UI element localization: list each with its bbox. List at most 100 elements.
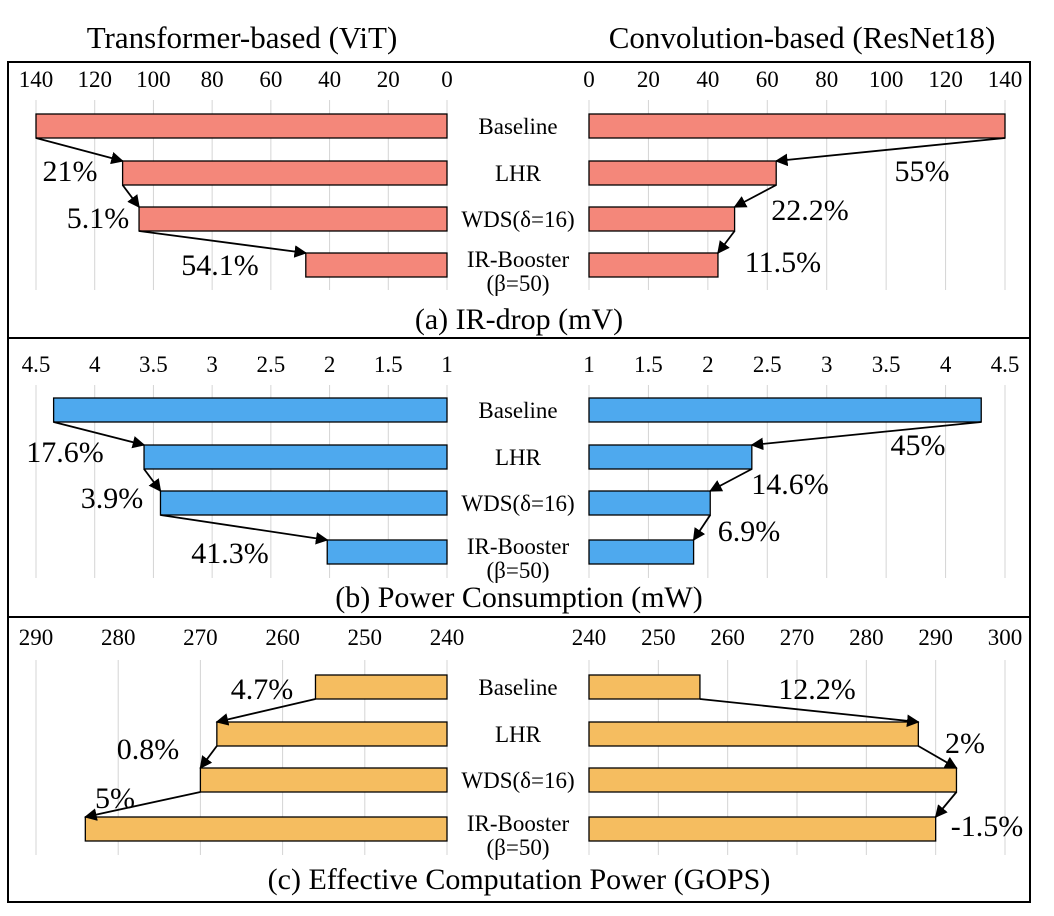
change-label: 17.6% xyxy=(26,436,104,469)
tick-label: 240 xyxy=(572,625,607,650)
right-title: Convolution-based (ResNet18) xyxy=(609,20,996,55)
panel-b-right-chart: 1 1.5 2 2.5 3 3.5 4 4.5 45% 14.6% 6.9% xyxy=(583,352,1019,578)
tick-label: 4.5 xyxy=(22,352,51,377)
bar-3 xyxy=(159,490,448,516)
change-arrow xyxy=(709,468,753,492)
category-label: LHR xyxy=(495,445,542,470)
change-arrow xyxy=(138,230,308,258)
tick-label: 20 xyxy=(377,67,400,92)
change-label: 2% xyxy=(945,727,985,760)
tick-label: 20 xyxy=(637,67,660,92)
change-label: 22.2% xyxy=(771,194,849,227)
tick-label: 260 xyxy=(710,625,745,650)
bar-4 xyxy=(326,539,448,565)
tick-label: 2 xyxy=(324,352,336,377)
category-label: IR-Booster (β=50) xyxy=(467,247,570,296)
bar-4 xyxy=(305,252,448,278)
change-arrow xyxy=(199,745,218,770)
change-label: 21% xyxy=(43,155,98,188)
change-label: 45% xyxy=(891,429,946,462)
tick-label: 1 xyxy=(441,352,453,377)
panel-a: 140 120 100 80 60 40 20 021%5.1%54.1%0 20 40 60 80 1… xyxy=(7,61,1031,339)
tick-label: 4 xyxy=(89,352,101,377)
tick-label: 100 xyxy=(869,67,904,92)
panel-c: 290 280 270 260 250 240 4.7% 0.8% 5% 240 250 260 270… xyxy=(7,616,1031,903)
bar-4 xyxy=(84,816,448,842)
tick-label: 290 xyxy=(19,625,54,650)
panel-b: 4.5 4 3.5 3 2.5 2 1.5 1 17.6% 3.9% 41.3% 1 1.5 2 2.5 3 3… xyxy=(7,337,1031,618)
panel-c-right-chart: 240 250 260 270 280 290 300 12.2% 2% -1.5% xyxy=(572,625,1023,855)
tick-label: 290 xyxy=(918,625,953,650)
tick-label: 140 xyxy=(988,67,1023,92)
bar-1 xyxy=(588,113,1006,139)
change-arrow xyxy=(35,137,124,165)
left-title: Transformer-based (ViT) xyxy=(87,20,398,55)
tick-label: 280 xyxy=(101,625,136,650)
tick-label: 300 xyxy=(988,625,1023,650)
panel-b-left-chart: 4.5 4 3.5 3 2.5 2 1.5 1 17.6% 3.9% 41.3% xyxy=(22,352,453,578)
panel-a-right-chart: 0 20 40 60 80 100 120 140 55% 22.2% 11.5% xyxy=(583,67,1022,290)
tick-label: 60 xyxy=(756,67,779,92)
change-label: 3.9% xyxy=(81,482,144,515)
change-arrow xyxy=(215,698,316,726)
bar-1 xyxy=(35,113,448,139)
panel-caption: (a) IR-drop (mV) xyxy=(415,303,623,336)
panel-a-left-chart: 140 120 100 80 60 40 20 0 21% 5.1% 54.1% xyxy=(19,67,453,290)
change-label: 55% xyxy=(895,155,950,188)
bar-2 xyxy=(143,444,448,470)
tick-label: 1.5 xyxy=(374,352,403,377)
tick-label: 2.5 xyxy=(256,352,285,377)
bar-4 xyxy=(588,252,719,278)
bar-3 xyxy=(588,767,958,793)
tick-label: 120 xyxy=(77,67,112,92)
bar-2 xyxy=(588,444,753,470)
tick-label: 40 xyxy=(696,67,719,92)
change-label: 6.9% xyxy=(718,515,781,548)
change-label: 11.5% xyxy=(745,246,821,279)
tick-label: 4 xyxy=(940,352,952,377)
bar-2 xyxy=(216,721,448,747)
change-arrow xyxy=(699,698,920,728)
change-label: 12.2% xyxy=(778,673,856,706)
category-label: Baseline xyxy=(478,675,557,700)
category-label: Baseline xyxy=(478,114,557,139)
category-label: LHR xyxy=(495,722,542,747)
change-label: 14.6% xyxy=(751,468,829,501)
change-label: 5.1% xyxy=(67,202,130,235)
change-arrow xyxy=(934,791,958,818)
bar-2 xyxy=(121,160,448,186)
bar-1 xyxy=(588,397,982,423)
tick-label: 80 xyxy=(815,67,838,92)
category-label: WDS(δ=16) xyxy=(461,768,574,793)
change-arrow xyxy=(750,421,982,451)
tick-label: 4.5 xyxy=(991,352,1020,377)
tick-label: 2 xyxy=(702,352,714,377)
change-label: 4.7% xyxy=(231,673,294,706)
tick-label: 250 xyxy=(641,625,676,650)
change-arrow xyxy=(53,421,146,449)
change-arrow xyxy=(121,184,140,209)
change-arrow xyxy=(692,514,711,542)
tick-label: 1.5 xyxy=(634,352,663,377)
tick-label: 260 xyxy=(265,625,300,650)
change-arrow xyxy=(160,514,329,545)
change-label: 54.1% xyxy=(181,249,259,282)
change-arrow xyxy=(917,745,958,769)
change-label: 41.3% xyxy=(191,537,269,570)
tick-label: 120 xyxy=(928,67,963,92)
panel-frame xyxy=(7,616,1031,903)
panel-caption: (c) Effective Computation Power (GOPS) xyxy=(268,863,771,896)
change-arrow xyxy=(717,230,736,255)
tick-label: 80 xyxy=(201,67,224,92)
bar-3 xyxy=(588,206,736,232)
tick-label: 100 xyxy=(136,67,171,92)
tick-label: 1 xyxy=(583,352,595,377)
bar-1 xyxy=(52,397,448,423)
tick-label: 3 xyxy=(821,352,833,377)
change-label: -1.5% xyxy=(951,810,1023,843)
tick-label: 3 xyxy=(206,352,218,377)
panel-c-left-chart: 290 280 270 260 250 240 4.7% 0.8% 5% xyxy=(19,625,465,855)
tick-label: 240 xyxy=(430,625,465,650)
tick-label: 3.5 xyxy=(139,352,168,377)
